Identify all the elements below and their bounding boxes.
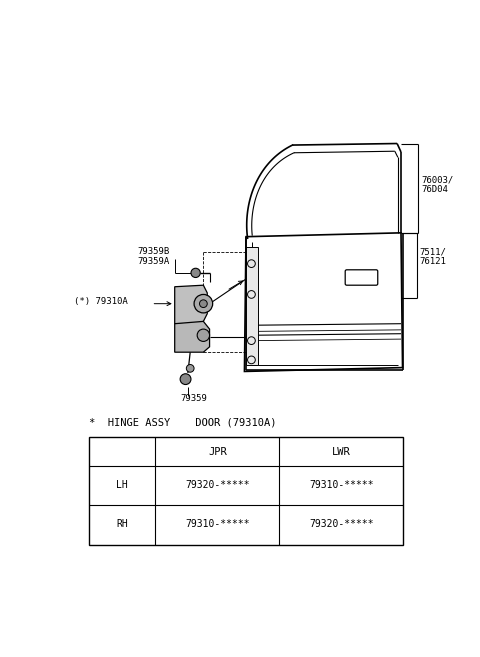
Text: 79310-*****: 79310-***** [309,480,373,490]
Text: 76003/: 76003/ [421,175,454,184]
Text: 76121: 76121 [420,258,446,266]
Text: 79359A: 79359A [137,258,170,266]
Text: (*) 79310A: (*) 79310A [74,297,128,306]
Polygon shape [175,321,210,352]
Text: JPR: JPR [208,447,227,457]
Circle shape [197,329,210,342]
Text: 79320-*****: 79320-***** [185,480,250,490]
Text: RH: RH [116,519,128,529]
Text: LH: LH [116,480,128,490]
Bar [89,437,403,545]
Text: LWR: LWR [332,447,351,457]
Polygon shape [175,285,207,324]
Circle shape [186,365,194,373]
Text: 79320-*****: 79320-***** [309,519,373,529]
Text: 79359: 79359 [180,394,207,403]
Circle shape [200,300,207,307]
Circle shape [194,294,213,313]
Circle shape [180,374,191,384]
Text: 7511/: 7511/ [420,248,446,256]
Text: 76D04: 76D04 [421,185,448,194]
Text: *  HINGE ASSY    DOOR (79310A): * HINGE ASSY DOOR (79310A) [89,417,277,427]
Polygon shape [246,246,258,365]
Circle shape [191,268,200,277]
Text: 79310-*****: 79310-***** [185,519,250,529]
Text: 79359B: 79359B [137,248,170,256]
